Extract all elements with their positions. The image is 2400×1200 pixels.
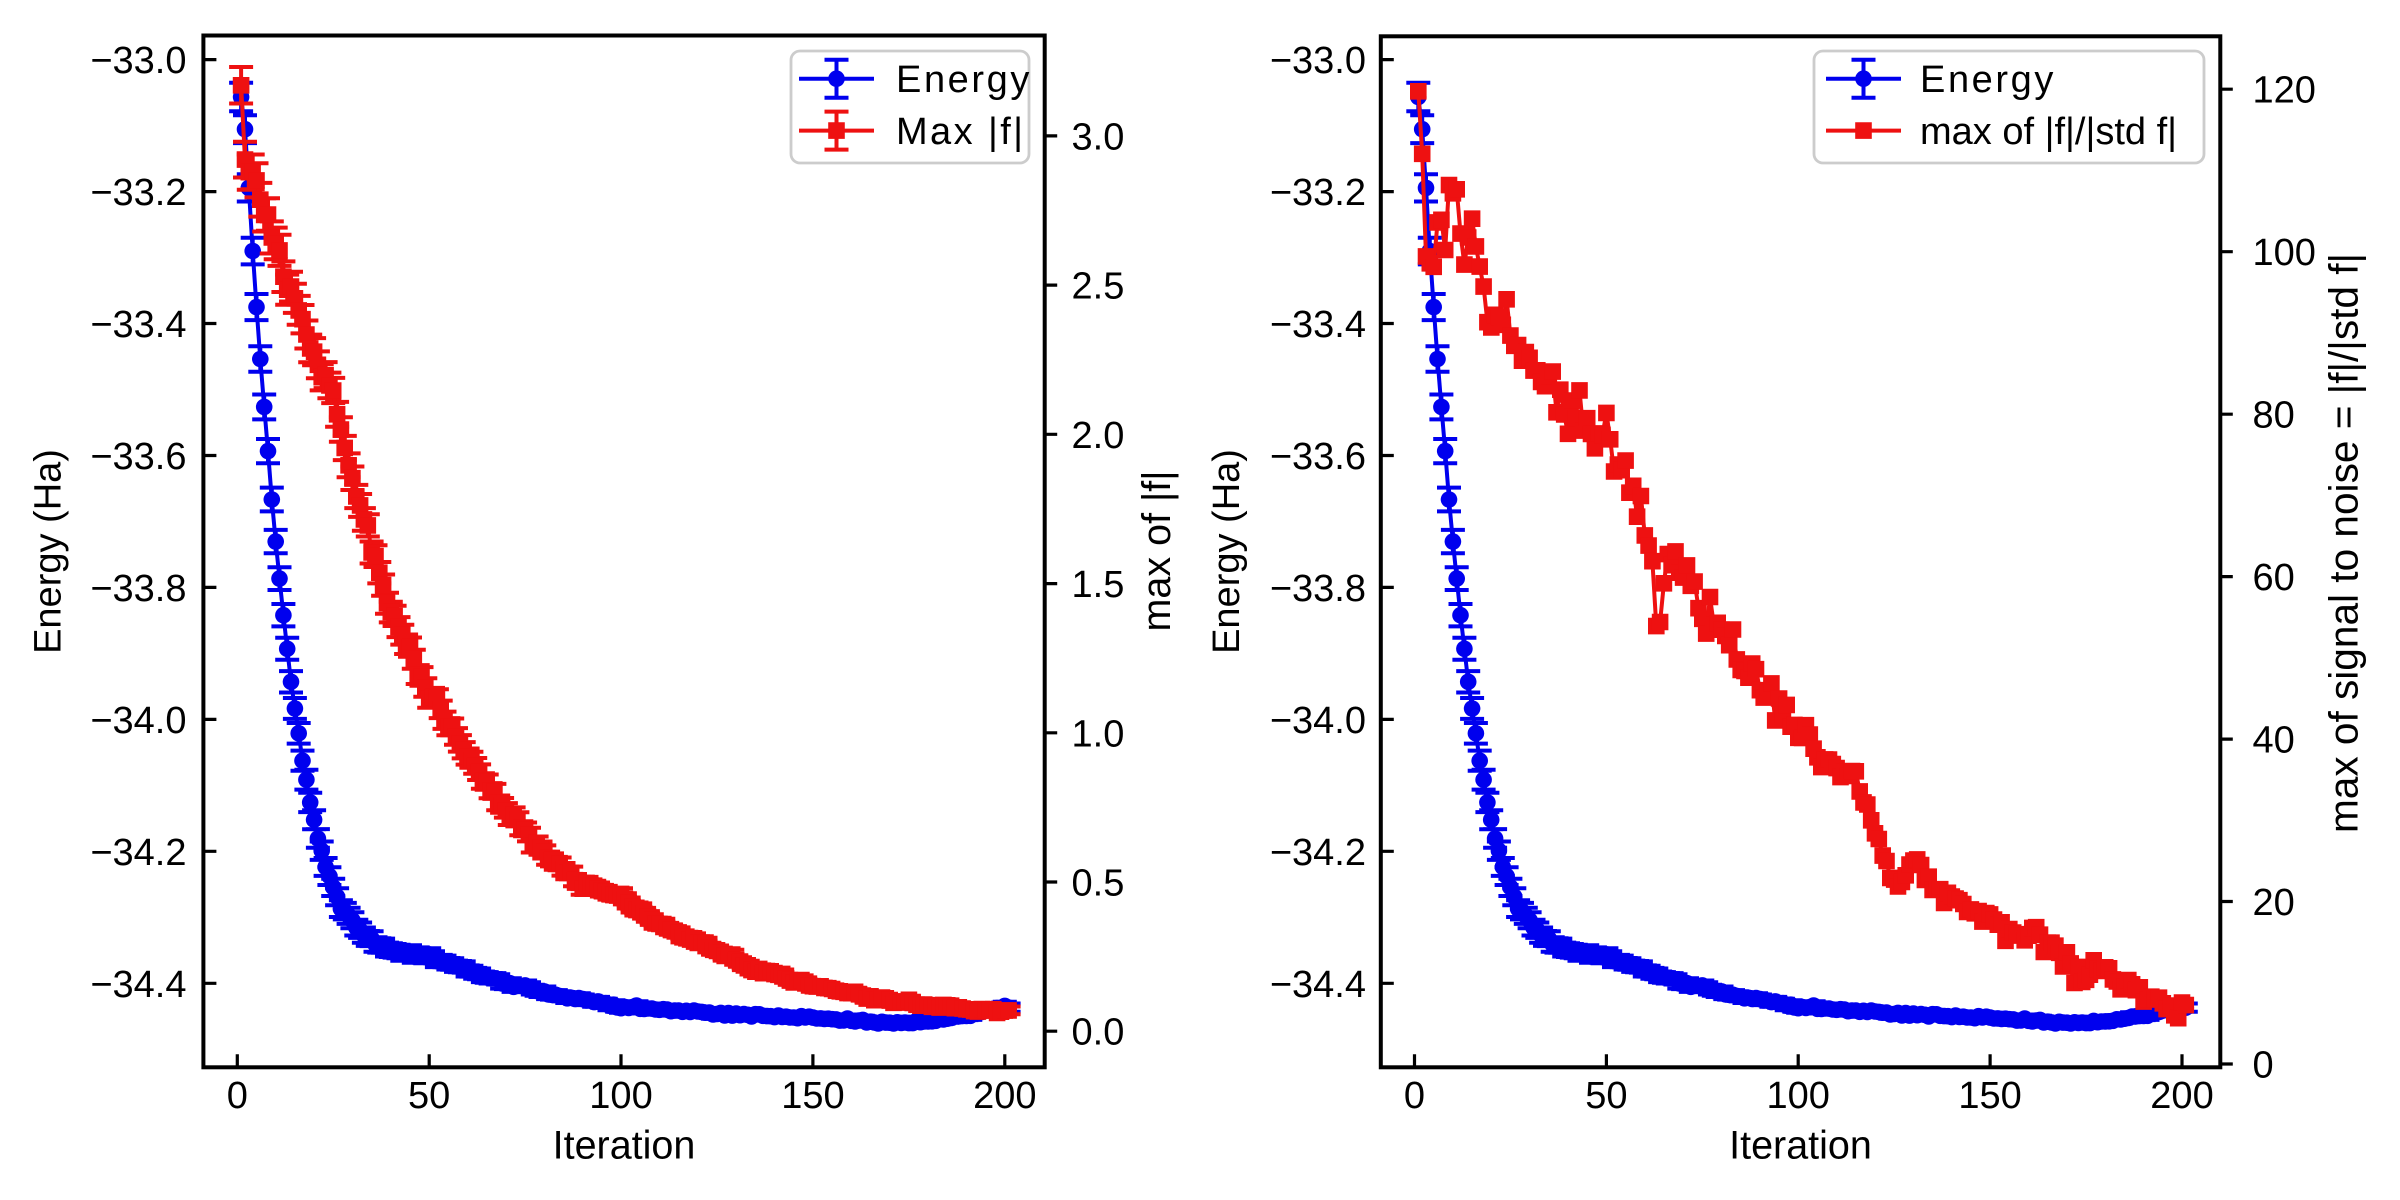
svg-text:200: 200 <box>973 1075 1036 1117</box>
svg-text:Iteration: Iteration <box>1729 1124 1872 1168</box>
svg-text:80: 80 <box>2253 395 2295 437</box>
svg-text:−33.8: −33.8 <box>90 568 186 610</box>
svg-text:−34.4: −34.4 <box>1270 964 1366 1006</box>
svg-text:1.5: 1.5 <box>1072 564 1125 606</box>
svg-text:40: 40 <box>2253 720 2295 762</box>
svg-text:−33.6: −33.6 <box>1270 436 1366 478</box>
svg-text:max of signal to noise = |f|/|: max of signal to noise = |f|/|std f| <box>2321 253 2367 833</box>
svg-text:3.0: 3.0 <box>1072 116 1125 158</box>
svg-text:max of |f|: max of |f| <box>1135 470 1179 631</box>
svg-text:−33.4: −33.4 <box>90 304 186 346</box>
svg-text:−33.2: −33.2 <box>90 172 186 214</box>
svg-text:120: 120 <box>2253 70 2316 112</box>
svg-text:−34.0: −34.0 <box>1270 700 1366 742</box>
svg-text:Max |f|: Max |f| <box>896 111 1025 153</box>
svg-text:Energy (Ha): Energy (Ha) <box>28 449 70 654</box>
svg-text:Energy: Energy <box>896 59 1032 101</box>
svg-text:−33.8: −33.8 <box>1270 568 1366 610</box>
svg-text:2.5: 2.5 <box>1072 266 1125 308</box>
svg-text:Energy (Ha): Energy (Ha) <box>1206 449 1248 654</box>
svg-text:Iteration: Iteration <box>553 1124 696 1168</box>
svg-text:1.0: 1.0 <box>1072 713 1125 755</box>
svg-text:−33.6: −33.6 <box>90 436 186 478</box>
svg-text:50: 50 <box>408 1075 450 1117</box>
svg-text:200: 200 <box>2150 1075 2213 1117</box>
svg-text:−34.4: −34.4 <box>90 964 186 1006</box>
svg-text:Energy: Energy <box>1920 59 2056 101</box>
svg-text:−33.0: −33.0 <box>90 40 186 82</box>
svg-text:−33.4: −33.4 <box>1270 304 1366 346</box>
svg-text:0: 0 <box>227 1075 248 1117</box>
svg-text:2.0: 2.0 <box>1072 415 1125 457</box>
svg-text:100: 100 <box>1766 1075 1829 1117</box>
svg-text:−34.0: −34.0 <box>90 700 186 742</box>
svg-text:−34.2: −34.2 <box>90 832 186 874</box>
svg-text:−33.2: −33.2 <box>1270 172 1366 214</box>
svg-text:max of |f|/|std f|: max of |f|/|std f| <box>1920 111 2177 153</box>
svg-text:0: 0 <box>1404 1075 1425 1117</box>
svg-text:100: 100 <box>2253 232 2316 274</box>
svg-text:0.0: 0.0 <box>1072 1012 1125 1054</box>
svg-text:−34.2: −34.2 <box>1270 832 1366 874</box>
svg-text:0.5: 0.5 <box>1072 863 1125 905</box>
svg-text:150: 150 <box>781 1075 844 1117</box>
svg-text:60: 60 <box>2253 557 2295 599</box>
svg-text:100: 100 <box>589 1075 652 1117</box>
svg-text:20: 20 <box>2253 882 2295 924</box>
svg-text:150: 150 <box>1958 1075 2021 1117</box>
svg-text:0: 0 <box>2253 1045 2274 1087</box>
svg-text:−33.0: −33.0 <box>1270 40 1366 82</box>
svg-text:50: 50 <box>1585 1075 1627 1117</box>
